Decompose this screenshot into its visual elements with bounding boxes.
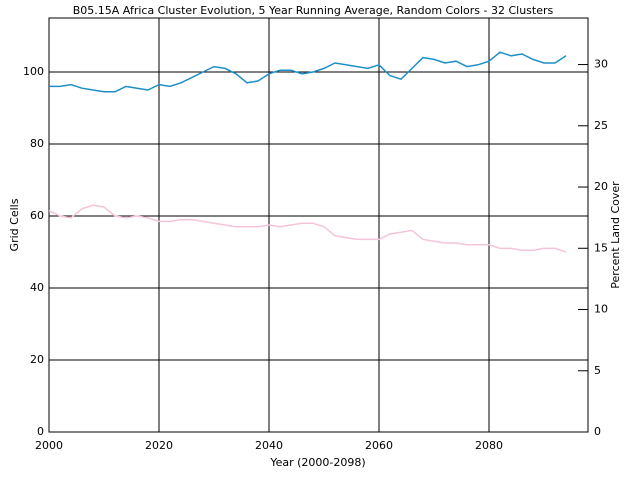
y2-tick-label: 30 (594, 58, 608, 71)
x-tick-label: 2020 (145, 439, 173, 452)
y2-tick-label: 25 (594, 119, 608, 132)
x-tick-label: 2060 (365, 439, 393, 452)
y2-tick-label: 0 (594, 425, 601, 438)
series-line (48, 204, 567, 253)
x-tick-label: 2040 (255, 439, 283, 452)
y-axis-label: Grid Cells (8, 198, 21, 251)
chart-title: B05.15A Africa Cluster Evolution, 5 Year… (73, 4, 554, 17)
y-tick-label: 100 (23, 65, 44, 78)
x-tick-label: 2080 (475, 439, 503, 452)
y-tick-label: 40 (30, 281, 44, 294)
series-line (49, 51, 567, 93)
y2-tick-label: 5 (594, 364, 601, 377)
y-tick-label: 0 (37, 425, 44, 438)
y2-tick-label: 15 (594, 241, 608, 254)
y2-axis-label: Percent Land Cover (609, 181, 622, 289)
y-tick-label: 80 (30, 137, 44, 150)
y-tick-label: 60 (30, 209, 44, 222)
x-axis-label: Year (2000-2098) (269, 456, 365, 469)
y2-tick-label: 20 (594, 180, 608, 193)
y-tick-label: 20 (30, 353, 44, 366)
x-tick-label: 2000 (35, 439, 63, 452)
y2-tick-label: 10 (594, 303, 608, 316)
